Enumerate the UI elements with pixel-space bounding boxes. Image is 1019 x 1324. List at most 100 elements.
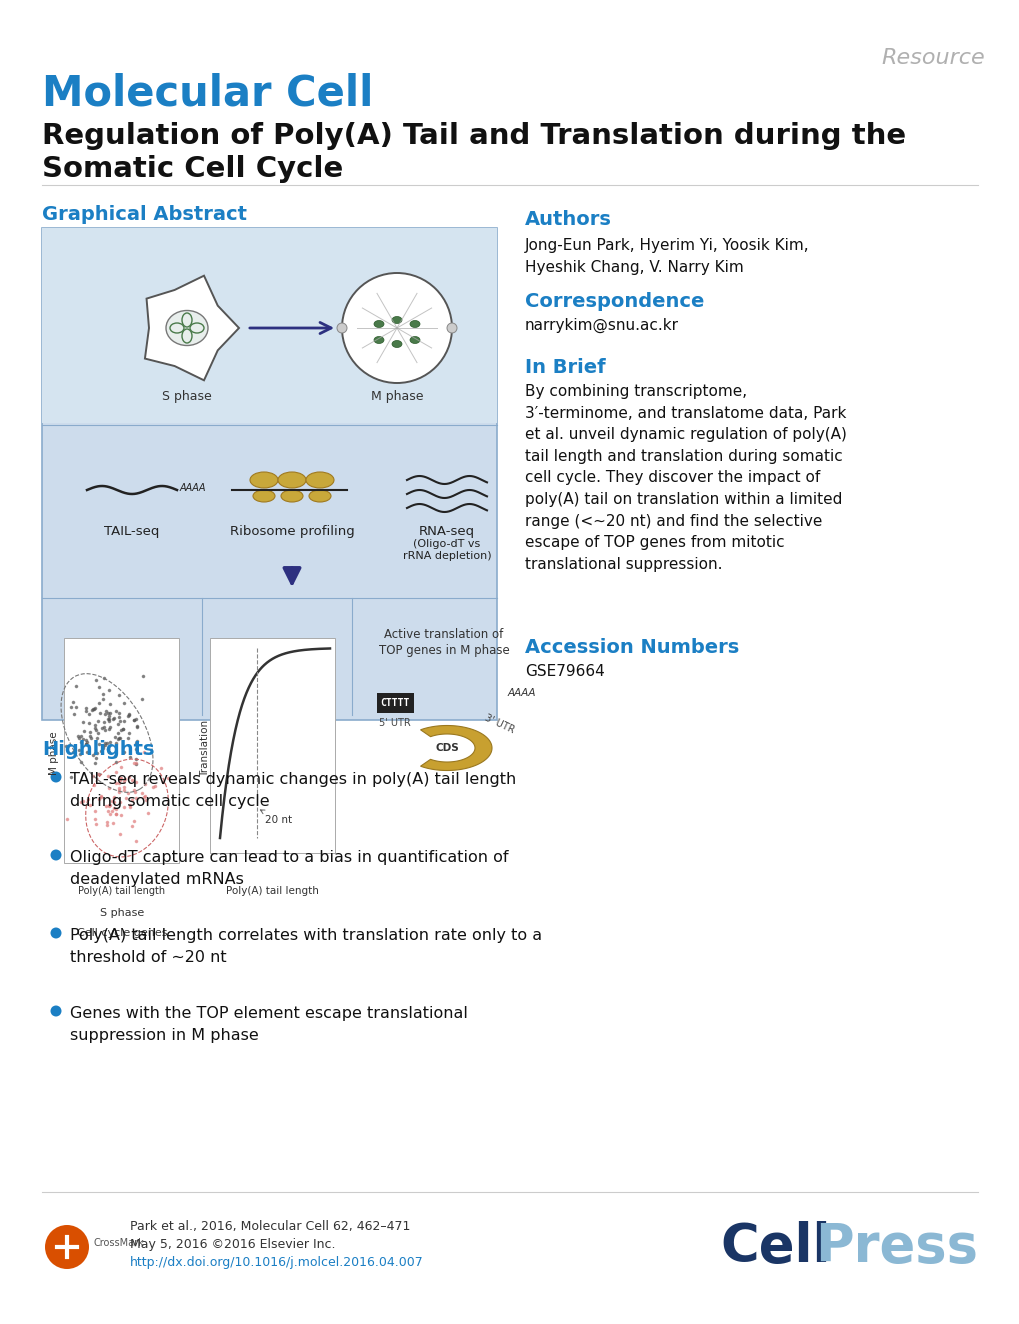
- Point: [95, 683, 111, 704]
- Point: [127, 732, 144, 753]
- Point: [79, 732, 96, 753]
- Point: [76, 720, 93, 741]
- Point: [85, 699, 101, 720]
- Point: [113, 804, 129, 825]
- Point: [87, 743, 103, 764]
- Text: Resource: Resource: [880, 48, 984, 68]
- Point: [98, 700, 114, 722]
- Point: [92, 789, 108, 810]
- Point: [121, 747, 138, 768]
- Point: [93, 786, 109, 808]
- Point: [97, 703, 113, 724]
- Point: [83, 794, 99, 816]
- Point: [104, 800, 120, 821]
- Ellipse shape: [306, 471, 333, 489]
- Point: [113, 767, 129, 788]
- FancyBboxPatch shape: [42, 228, 496, 422]
- Point: [106, 792, 122, 813]
- Point: [85, 744, 101, 765]
- Text: Active translation of: Active translation of: [384, 628, 503, 641]
- Point: [89, 670, 105, 691]
- Point: [105, 812, 121, 833]
- Circle shape: [51, 772, 61, 782]
- Point: [111, 707, 127, 728]
- Point: [116, 776, 132, 797]
- Point: [102, 731, 118, 752]
- Text: Jong-Eun Park, Hyerim Yi, Yoosik Kim,
Hyeshik Chang, V. Narry Kim: Jong-Eun Park, Hyerim Yi, Yoosik Kim, Hy…: [525, 238, 809, 274]
- Point: [160, 768, 176, 789]
- Point: [77, 698, 94, 719]
- Point: [92, 703, 108, 724]
- Point: [127, 753, 144, 775]
- FancyBboxPatch shape: [64, 638, 178, 863]
- Text: CDS: CDS: [435, 743, 459, 753]
- Point: [123, 816, 140, 837]
- Circle shape: [51, 850, 61, 861]
- FancyBboxPatch shape: [377, 692, 414, 714]
- Ellipse shape: [410, 320, 420, 327]
- Point: [101, 708, 117, 730]
- Point: [119, 782, 136, 804]
- Circle shape: [51, 1005, 61, 1017]
- Text: AAAA: AAAA: [179, 483, 206, 493]
- Point: [72, 751, 89, 772]
- Point: [89, 743, 105, 764]
- Point: [78, 730, 95, 751]
- Text: (Oligo-dT vs: (Oligo-dT vs: [413, 539, 480, 549]
- Point: [120, 706, 137, 727]
- Point: [135, 782, 151, 804]
- Point: [126, 752, 143, 773]
- Point: [120, 723, 137, 744]
- Point: [110, 780, 126, 801]
- Point: [108, 804, 124, 825]
- Text: 5' UTR: 5' UTR: [379, 718, 411, 728]
- Point: [125, 810, 142, 831]
- Point: [117, 788, 133, 809]
- Point: [147, 776, 163, 797]
- Point: [66, 703, 83, 724]
- Point: [83, 727, 99, 748]
- Point: [127, 788, 144, 809]
- Point: [107, 804, 123, 825]
- Point: [111, 685, 127, 706]
- Point: [101, 777, 117, 798]
- Point: [82, 722, 98, 743]
- Point: [87, 800, 103, 821]
- Point: [88, 748, 104, 769]
- Text: GSE79664: GSE79664: [525, 665, 604, 679]
- Text: Press: Press: [814, 1221, 977, 1272]
- Point: [102, 703, 118, 724]
- Point: [126, 710, 143, 731]
- Point: [127, 749, 144, 771]
- Text: Regulation of Poly(A) Tail and Translation during the: Regulation of Poly(A) Tail and Translati…: [42, 122, 905, 150]
- FancyBboxPatch shape: [42, 228, 496, 720]
- Point: [68, 675, 85, 696]
- Point: [110, 703, 126, 724]
- Point: [111, 727, 127, 748]
- Ellipse shape: [391, 316, 401, 323]
- Point: [99, 814, 115, 835]
- Point: [115, 718, 131, 739]
- Point: [108, 761, 124, 782]
- Point: [125, 710, 142, 731]
- Point: [99, 812, 115, 833]
- Point: [108, 700, 124, 722]
- Text: RNA-seq: RNA-seq: [419, 526, 475, 538]
- Point: [58, 736, 74, 757]
- Point: [111, 824, 127, 845]
- Text: Somatic Cell Cycle: Somatic Cell Cycle: [42, 155, 343, 183]
- Point: [111, 772, 127, 793]
- Point: [94, 718, 110, 739]
- Point: [101, 679, 117, 700]
- Point: [115, 780, 131, 801]
- Point: [110, 723, 126, 744]
- Point: [116, 711, 132, 732]
- Point: [72, 732, 89, 753]
- Ellipse shape: [166, 311, 208, 346]
- Ellipse shape: [309, 490, 331, 502]
- Text: Accession Numbers: Accession Numbers: [525, 638, 739, 657]
- Ellipse shape: [253, 490, 275, 502]
- Text: Poly(A) tail length correlates with translation rate only to a
threshold of ∼20 : Poly(A) tail length correlates with tran…: [70, 928, 541, 965]
- Point: [126, 780, 143, 801]
- Point: [121, 796, 138, 817]
